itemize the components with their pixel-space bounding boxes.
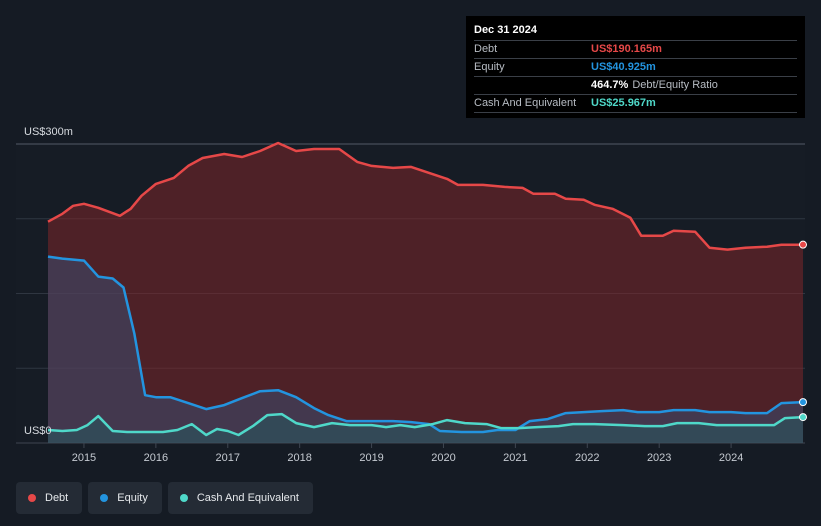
x-tick-label-2021: 2021	[503, 452, 527, 464]
x-tick-label-2022: 2022	[575, 452, 599, 464]
x-tick-label-2016: 2016	[144, 452, 168, 464]
x-tick-label-2024: 2024	[719, 452, 743, 464]
legend-debt[interactable]: Debt	[16, 482, 83, 514]
legend: Debt Equity Cash And Equivalent	[16, 482, 313, 514]
tooltip-panel: Dec 31 2024 Debt US$190.165m Equity US$4…	[466, 16, 805, 118]
legend-equity-dot	[100, 494, 109, 502]
cash-and-equivalent-line	[47, 412, 804, 437]
legend-cash-label: Cash And Equivalent	[196, 492, 299, 504]
tooltip-ratio-row: 464.7% Debt/Equity Ratio	[474, 77, 797, 95]
equity-end-marker	[799, 398, 807, 407]
tooltip-cash-value: US$25.967m	[591, 97, 656, 109]
y-axis-top-label: US$300m	[24, 126, 73, 138]
x-tick-label-2017: 2017	[216, 452, 240, 464]
legend-equity[interactable]: Equity	[88, 482, 162, 514]
tooltip-date: Dec 31 2024	[474, 23, 797, 41]
tooltip-ratio-label: Debt/Equity Ratio	[632, 79, 718, 91]
legend-cash[interactable]: Cash And Equivalent	[167, 482, 313, 514]
equity-line	[47, 255, 804, 434]
x-tick-label-2018: 2018	[287, 452, 311, 464]
debt-end-marker	[799, 240, 807, 249]
tooltip-debt-value: US$190.165m	[591, 43, 662, 55]
cash-and-equivalent-area	[48, 414, 803, 443]
y-axis-bottom-label: US$0	[24, 425, 52, 437]
x-tick-label-2020: 2020	[431, 452, 455, 464]
tooltip-ratio-value: 464.7%	[591, 79, 629, 91]
tooltip-equity-row: Equity US$40.925m	[474, 59, 797, 77]
tooltip-cash-row: Cash And Equivalent US$25.967m	[474, 95, 797, 113]
x-tick-label-2019: 2019	[359, 452, 383, 464]
tooltip-debt-label: Debt	[474, 43, 498, 55]
debt-area	[48, 143, 803, 443]
cash-and-equivalent-end-marker	[799, 413, 807, 422]
x-tick-label-2015: 2015	[72, 452, 96, 464]
tooltip-cash-label: Cash And Equivalent	[474, 97, 577, 109]
x-tick-label-2023: 2023	[647, 452, 671, 464]
legend-cash-dot	[179, 494, 188, 502]
legend-equity-label: Equity	[117, 492, 148, 504]
tooltip-equity-value: US$40.925m	[591, 61, 656, 73]
legend-debt-label: Debt	[45, 492, 69, 504]
debt-line	[47, 141, 803, 251]
tooltip-equity-label: Equity	[474, 61, 505, 73]
tooltip-debt-row: Debt US$190.165m	[474, 41, 797, 59]
legend-debt-dot	[28, 494, 36, 502]
